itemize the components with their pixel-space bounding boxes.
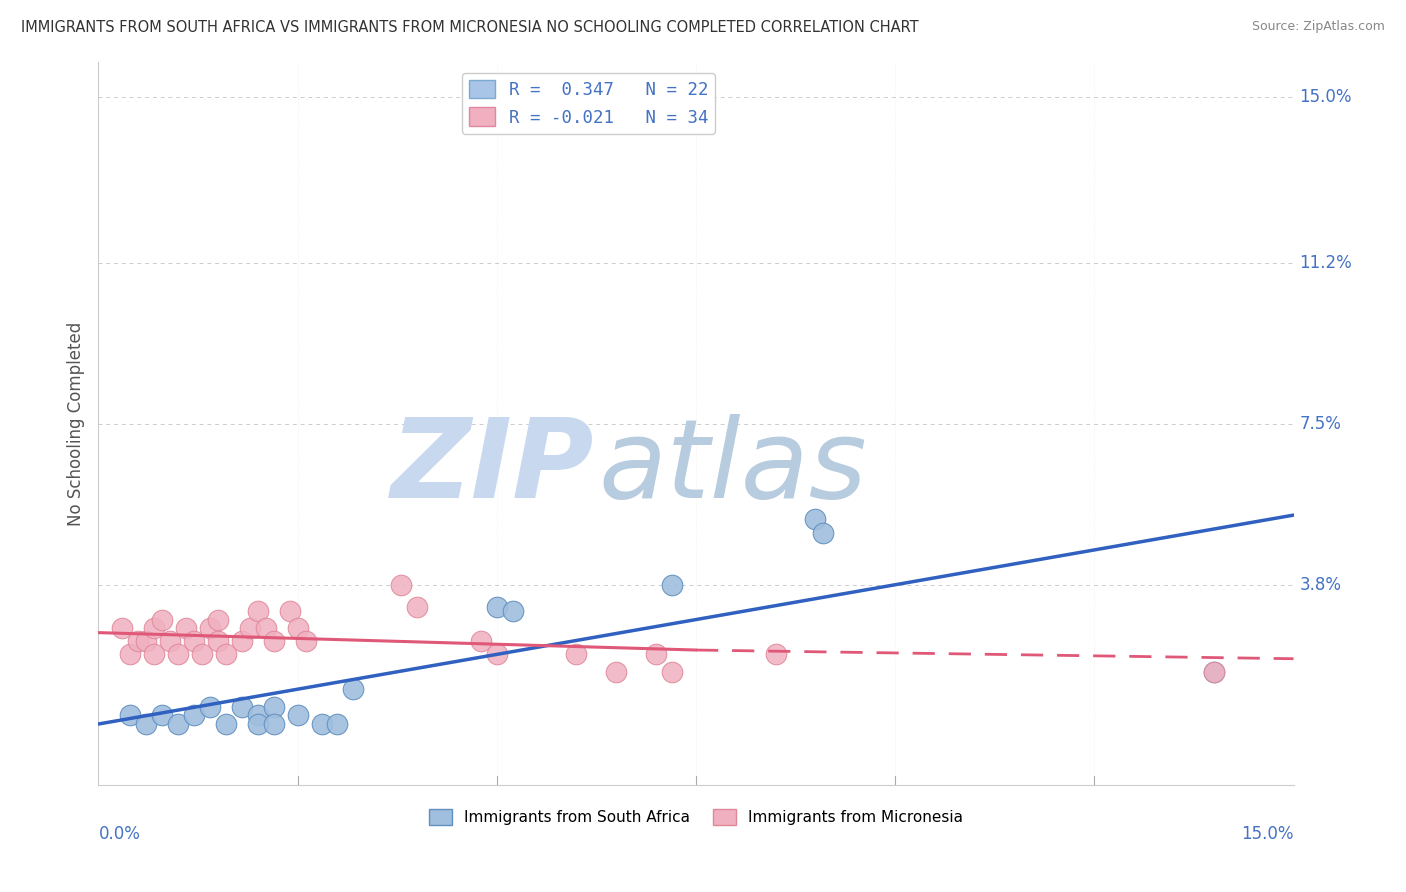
Point bbox=[326, 717, 349, 731]
Text: 15.0%: 15.0% bbox=[1299, 88, 1353, 106]
Text: 3.8%: 3.8% bbox=[1299, 575, 1341, 594]
Point bbox=[246, 708, 269, 723]
Point bbox=[311, 717, 333, 731]
Point bbox=[661, 665, 683, 679]
Point bbox=[287, 621, 309, 635]
Point bbox=[470, 634, 492, 648]
Point bbox=[231, 699, 253, 714]
Point bbox=[813, 525, 835, 540]
Point bbox=[565, 648, 588, 662]
Legend: R =  0.347   N = 22, R = -0.021   N = 34: R = 0.347 N = 22, R = -0.021 N = 34 bbox=[461, 72, 716, 134]
Point bbox=[135, 717, 157, 731]
Point bbox=[287, 708, 309, 723]
Point bbox=[661, 578, 683, 592]
Point bbox=[183, 708, 205, 723]
Point bbox=[239, 621, 262, 635]
Point bbox=[1202, 665, 1225, 679]
Point bbox=[502, 604, 524, 618]
Point bbox=[254, 621, 277, 635]
Text: 7.5%: 7.5% bbox=[1299, 415, 1341, 433]
Point bbox=[278, 604, 301, 618]
Point bbox=[246, 604, 269, 618]
Text: Source: ZipAtlas.com: Source: ZipAtlas.com bbox=[1251, 20, 1385, 33]
Point bbox=[111, 621, 134, 635]
Point bbox=[605, 665, 627, 679]
Point bbox=[198, 621, 221, 635]
Point bbox=[150, 708, 173, 723]
Point bbox=[120, 648, 142, 662]
Point bbox=[263, 699, 285, 714]
Point bbox=[342, 682, 364, 697]
Point bbox=[207, 634, 229, 648]
Text: ZIP: ZIP bbox=[391, 414, 595, 521]
Point bbox=[485, 599, 508, 614]
Text: 0.0%: 0.0% bbox=[98, 825, 141, 843]
Text: IMMIGRANTS FROM SOUTH AFRICA VS IMMIGRANTS FROM MICRONESIA NO SCHOOLING COMPLETE: IMMIGRANTS FROM SOUTH AFRICA VS IMMIGRAN… bbox=[21, 20, 918, 35]
Point bbox=[1202, 665, 1225, 679]
Y-axis label: No Schooling Completed: No Schooling Completed bbox=[66, 322, 84, 525]
Point bbox=[167, 717, 190, 731]
Point bbox=[183, 634, 205, 648]
Point bbox=[263, 634, 285, 648]
Point bbox=[198, 699, 221, 714]
Text: 15.0%: 15.0% bbox=[1241, 825, 1294, 843]
Point bbox=[765, 648, 787, 662]
Text: 11.2%: 11.2% bbox=[1299, 253, 1353, 272]
Point bbox=[263, 717, 285, 731]
Point bbox=[174, 621, 197, 635]
Point bbox=[215, 717, 238, 731]
Point bbox=[127, 634, 149, 648]
Point bbox=[143, 648, 166, 662]
Point bbox=[215, 648, 238, 662]
Point bbox=[143, 621, 166, 635]
Point bbox=[294, 634, 316, 648]
Point bbox=[804, 512, 827, 526]
Point bbox=[120, 708, 142, 723]
Point bbox=[485, 648, 508, 662]
Point bbox=[231, 634, 253, 648]
Point bbox=[191, 648, 214, 662]
Point bbox=[167, 648, 190, 662]
Point bbox=[246, 717, 269, 731]
Point bbox=[207, 613, 229, 627]
Point bbox=[645, 648, 668, 662]
Point bbox=[406, 599, 429, 614]
Point bbox=[150, 613, 173, 627]
Point bbox=[159, 634, 181, 648]
Point bbox=[389, 578, 412, 592]
Text: atlas: atlas bbox=[598, 414, 866, 521]
Point bbox=[135, 634, 157, 648]
